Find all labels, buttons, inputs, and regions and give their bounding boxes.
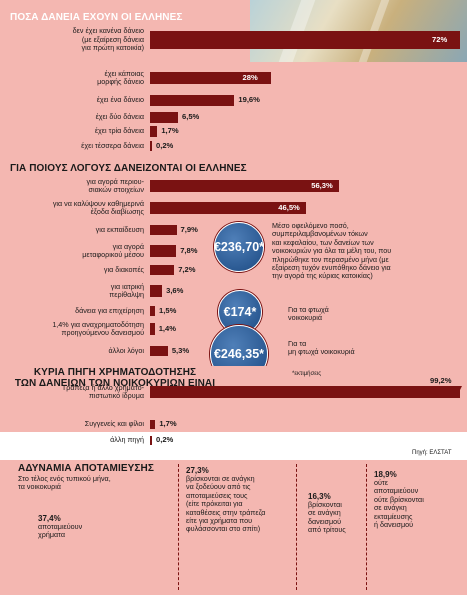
value-label: 0,2%: [156, 435, 174, 444]
value-label: 28%: [242, 73, 258, 82]
category-label: έχει τρία δάνεια: [94, 125, 144, 135]
average-debt-amount: €236,70*: [213, 240, 265, 254]
category-label: για αγορά περιου- σιακών στοιχείων: [86, 176, 145, 194]
category-label: δεν έχει κανένα δάνειο (με εξαίρεση δάνε…: [72, 26, 144, 53]
poor-households-amount: €174*: [223, 305, 257, 319]
source-label: Πηγή: ΕΛΣΤΑΤ: [412, 450, 452, 456]
bar: [150, 72, 271, 84]
savings-box-neither: 18,9% ούτε αποταμιεύουν ούτε βρίσκονται …: [374, 470, 462, 529]
savings-box-spend-pct: 27,3%: [186, 466, 209, 475]
bar: [150, 323, 155, 335]
bar: [150, 141, 152, 151]
value-label: 1,5%: [159, 306, 177, 315]
bar: [150, 125, 158, 137]
category-label: Τράπεζα ή άλλο χρηματο- πιστωτικό ίδρυμα: [61, 382, 144, 400]
value-label: 19,6%: [238, 95, 260, 104]
value-label: 5,3%: [171, 346, 190, 355]
bar: [150, 31, 460, 49]
value-label: 72%: [432, 35, 448, 44]
loan-reasons-title: ΓΙΑ ΠΟΙΟΥΣ ΛΟΓΟΥΣ ΔΑΝΕΙΖΟΝΤΑΙ ΟΙ ΕΛΛΗΝΕΣ: [10, 163, 247, 174]
value-label: 3,6%: [166, 286, 184, 295]
savings-title: ΑΔΥΝΑΜΙΑ ΑΠΟΤΑΜΙΕΥΣΗΣ: [18, 463, 154, 474]
savings-box-borrow-pct: 16,3%: [308, 492, 331, 501]
poor-households-note: Για τα φτωχά νοικοκυριά: [288, 305, 329, 323]
separator: [178, 464, 179, 590]
bar: [150, 386, 460, 398]
average-debt-bubble: €236,70*: [214, 222, 264, 272]
bar: [150, 265, 175, 275]
value-label: 56,3%: [311, 181, 333, 190]
savings-panel: [0, 460, 467, 595]
savings-subtitle: Στο τέλος ενός τυπικού μήνα, τα νοικοκυρ…: [18, 474, 111, 492]
category-label: για εκπαίδευση: [95, 224, 144, 234]
value-label: 1,4%: [158, 324, 177, 333]
separator: [296, 464, 297, 590]
value-label: 7,8%: [180, 246, 198, 255]
bar: [150, 202, 307, 214]
category-label: έχει δύο δάνεια: [95, 111, 144, 121]
category-label: Συγγενείς και φίλοι: [84, 418, 144, 428]
bar: [150, 225, 177, 235]
separator: [366, 464, 367, 590]
nonpoor-households-note: Για τα μη φτωχά νοικοκυριά: [288, 339, 355, 357]
value-label: 7,9%: [180, 225, 198, 234]
value-label: 1,7%: [159, 419, 177, 428]
bar: [150, 346, 168, 356]
bar: [150, 285, 163, 297]
bar: [150, 180, 340, 192]
bar: [150, 111, 178, 123]
financing-source-panel: [0, 366, 467, 432]
savings-box-spend-text: βρίσκονται σε ανάγκη να ξοδεύουν από τις…: [186, 474, 266, 534]
savings-box-spend: 27,3% βρίσκονται σε ανάγκη να ξοδεύουν α…: [186, 466, 306, 534]
value-label: 7,2%: [178, 265, 196, 274]
savings-box-save-text: αποταμιεύουν χρήματα: [38, 522, 83, 540]
category-label: άλλοι λόγοι: [108, 345, 145, 355]
category-label: 1,4% για αναχρηματοδότηση προηγούμενου δ…: [52, 319, 144, 337]
savings-box-save-pct: 37,4%: [38, 514, 61, 523]
bar: [150, 245, 177, 257]
savings-box-neither-pct: 18,9%: [374, 470, 397, 479]
loans-count-title: ΠΟΣΑ ΔΑΝΕΙΑ ΕΧΟΥΝ ΟΙ ΕΛΛΗΝΕΣ: [10, 12, 183, 23]
savings-box-borrow: 16,3% βρίσκονται σε ανάγκη δανεισμού από…: [308, 492, 368, 535]
value-label: 99,2%: [430, 376, 452, 385]
savings-box-save: 37,4% αποταμιεύουν χρήματα: [38, 514, 168, 540]
category-label: για διακοπές: [103, 264, 144, 274]
category-label: για αγορά μεταφορικού μέσου: [82, 241, 144, 259]
average-debt-note: Μέσο οφειλόμενο ποσό, συμπεριλαμβανομένω…: [272, 221, 392, 281]
bar: [150, 419, 156, 429]
value-label: 6,5%: [181, 112, 200, 121]
footnote: *εκτιμήσεις: [292, 371, 322, 377]
nonpoor-households-amount: €246,35*: [213, 347, 265, 361]
bar: [150, 94, 235, 106]
category-label: έχει ένα δάνειο: [96, 94, 144, 104]
category-label: δάνεια για επιχείρηση: [75, 305, 144, 315]
category-label: άλλη πηγή: [110, 434, 144, 444]
bar: [150, 435, 152, 445]
category-label: για να καλύψουν καθημερινά έξοδα διαβίωσ…: [52, 198, 144, 216]
savings-box-borrow-text: βρίσκονται σε ανάγκη δανεισμού από τρίτο…: [308, 500, 346, 535]
category-label: έχει τέσσερα δάνεια: [81, 140, 144, 150]
value-label: 0,2%: [156, 141, 174, 150]
savings-box-neither-text: ούτε αποταμιεύουν ούτε βρίσκονται σε ανά…: [374, 478, 424, 530]
value-label: 46,5%: [278, 203, 300, 212]
category-label: για ιατρική περίθαλψη: [109, 281, 144, 299]
bar: [150, 306, 156, 316]
category-label: έχει κάποιας μορφής δάνειο: [97, 68, 144, 86]
financing-source-title: ΚΥΡΙΑ ΠΗΓΗ ΧΡΗΜΑΤΟΔΟΤΗΣΗΣ ΤΩΝ ΔΑΝΕΙΩΝ ΤΩ…: [14, 367, 216, 389]
value-label: 1,7%: [161, 126, 179, 135]
